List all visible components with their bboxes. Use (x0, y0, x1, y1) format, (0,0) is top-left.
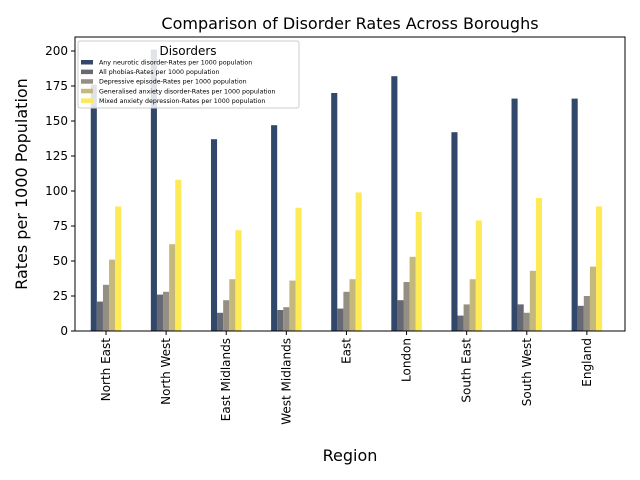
x-tick-label: North West (159, 338, 173, 405)
bar-4-8 (529, 270, 536, 331)
bar-2-2 (156, 294, 164, 331)
bar-3-2 (163, 291, 170, 331)
bar-4-3 (229, 279, 236, 331)
bar-1-5 (331, 93, 338, 331)
y-tick-label: 75 (53, 219, 68, 233)
y-tick-label: 175 (45, 79, 68, 93)
y-tick-label: 150 (45, 114, 68, 128)
bar-3-9 (583, 296, 590, 331)
bar-5-8 (535, 198, 543, 331)
y-axis-label: Rates per 1000 Population (12, 78, 31, 290)
bar-1-3 (210, 139, 218, 331)
x-axis-label: Region (323, 446, 378, 465)
plot-frame (74, 36, 626, 332)
x-tick-label: East (339, 338, 353, 364)
bar-5-5 (355, 192, 362, 331)
bar-2-8 (517, 304, 524, 331)
y-tick-label: 0 (60, 324, 68, 338)
bar-2-1 (96, 301, 103, 331)
bar-2-4 (277, 310, 284, 331)
y-tick-label: 100 (45, 184, 68, 198)
bar-1-9 (571, 98, 578, 331)
bar-4-4 (289, 280, 296, 331)
bar-4-2 (169, 244, 176, 331)
legend-swatch (81, 60, 93, 65)
y-tick-label: 25 (53, 289, 68, 303)
bar-5-6 (415, 212, 422, 331)
x-tick-label: South West (520, 338, 534, 406)
x-tick-label: England (580, 338, 594, 387)
bar-1-4 (271, 125, 278, 331)
legend-label: Any neurotic disorder-Rates per 1000 pop… (99, 60, 252, 67)
bar-4-5 (349, 279, 356, 331)
chart-title: Comparison of Disorder Rates Across Boro… (161, 14, 538, 33)
bar-5-7 (475, 220, 482, 331)
bar-5-9 (596, 206, 603, 331)
x-tick-label: South East (460, 338, 474, 403)
x-tick-label: North East (99, 338, 113, 402)
x-axis: North East North West East Midlands West Mi… (99, 331, 594, 425)
legend-items: Any neurotic disorder-Rates per 1000 pop… (81, 60, 276, 105)
bar-3-4 (283, 307, 290, 331)
x-tick-label: East Midlands (219, 338, 233, 421)
bar-1-2 (150, 49, 157, 331)
x-tick-label: London (400, 338, 414, 382)
bar-4-7 (469, 279, 476, 331)
legend-label: Depressive episode-Rates per 1000 popula… (99, 79, 247, 86)
legend-label: All phobias-Rates per 1000 population (99, 69, 220, 76)
bar-1-6 (391, 76, 398, 331)
bar-3-3 (223, 300, 230, 331)
bar-2-9 (577, 305, 584, 331)
y-tick-label: 200 (45, 44, 68, 58)
bar-3-8 (523, 312, 530, 331)
legend-label: Mixed anxiety depression-Rates per 1000 … (99, 98, 265, 105)
bar-5-4 (295, 207, 302, 331)
bar-4-6 (409, 256, 416, 331)
y-axis: 0 25 50 75 100 125 150 175 200 (45, 44, 75, 338)
legend-label: Generalised anxiety disorder-Rates per 1… (99, 88, 276, 95)
bar-1-7 (451, 132, 458, 331)
bar-3-1 (102, 284, 110, 331)
bar-2-6 (397, 300, 404, 331)
legend-swatch (81, 98, 93, 103)
y-tick-label: 125 (45, 149, 68, 163)
bar-1-8 (511, 98, 518, 331)
legend: Disorders Any neurotic disorder-Rates pe… (77, 40, 300, 109)
x-tick-label: West Midlands (279, 338, 293, 425)
y-tick-label: 50 (53, 254, 68, 268)
bar-1-1 (90, 84, 97, 331)
bar-5-2 (175, 179, 182, 331)
bar-3-6 (403, 282, 410, 331)
legend-title: Disorders (159, 44, 216, 58)
bars-group (90, 49, 603, 331)
bar-5-3 (235, 230, 242, 331)
bar-5-1 (115, 206, 122, 331)
bar-2-7 (457, 315, 464, 331)
bar-3-5 (343, 291, 350, 331)
legend-swatch (81, 69, 93, 75)
bar-4-9 (589, 266, 597, 331)
legend-box (77, 40, 300, 109)
legend-swatch (81, 79, 93, 84)
legend-swatch (81, 88, 93, 94)
bar-4-1 (109, 259, 116, 331)
bar-3-7 (463, 304, 470, 331)
bar-2-5 (337, 308, 344, 331)
bar-2-3 (217, 312, 224, 331)
